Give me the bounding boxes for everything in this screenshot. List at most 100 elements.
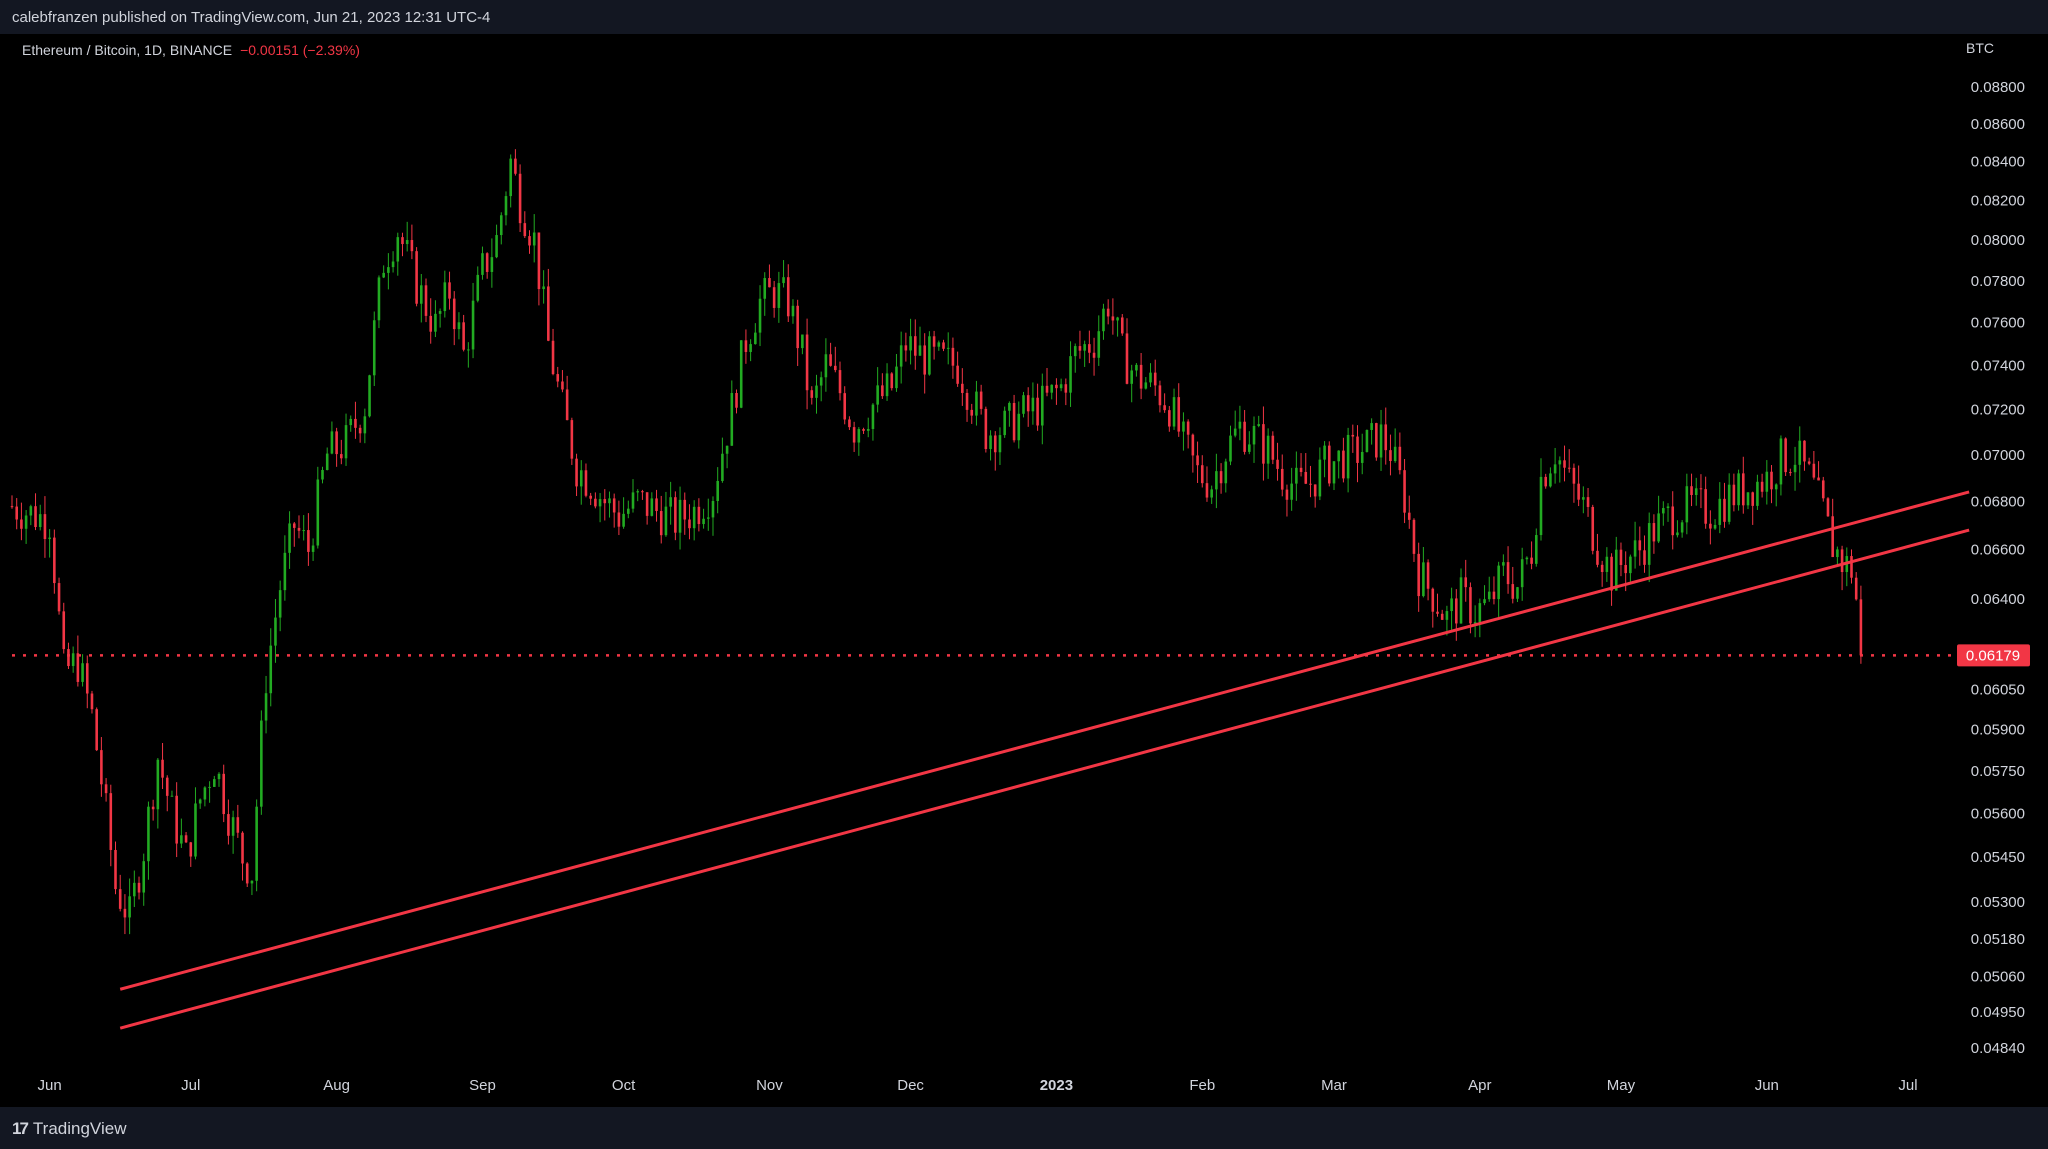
candle-body xyxy=(1586,497,1590,507)
candle-body xyxy=(100,750,103,785)
candle-body xyxy=(1017,413,1021,441)
trendline xyxy=(119,528,1970,1030)
candle-body xyxy=(857,429,861,443)
candle-body xyxy=(1671,506,1675,536)
candle-body xyxy=(1817,477,1820,481)
candle-body xyxy=(1798,440,1802,465)
candle-body xyxy=(1718,498,1722,525)
candle-body xyxy=(184,835,188,843)
candle-body xyxy=(1248,444,1251,452)
candle-body xyxy=(1233,428,1237,436)
candle-body xyxy=(1135,364,1138,371)
candle-body xyxy=(1534,535,1538,564)
candle-body xyxy=(1436,611,1439,614)
candle-body xyxy=(518,173,522,224)
candle-body xyxy=(1723,498,1726,522)
candle-body xyxy=(1417,553,1420,597)
candle-body xyxy=(1657,513,1660,542)
candle-body xyxy=(405,240,409,245)
candlestick-chart[interactable]: 0.08800 0.08600 0.08400 0.08200 0.08000 0.078… xyxy=(0,0,2048,1107)
candle-body xyxy=(448,282,451,299)
candle-body xyxy=(1045,385,1049,393)
candle-body xyxy=(1215,471,1218,490)
candle-body xyxy=(481,253,484,275)
candle-body xyxy=(584,470,588,496)
candle-body xyxy=(1690,486,1693,496)
candle-body xyxy=(292,523,296,528)
candle-body xyxy=(739,340,743,408)
candle-body xyxy=(923,345,926,375)
candle-body xyxy=(1506,562,1510,585)
candle-body xyxy=(114,849,117,890)
candle-body xyxy=(241,832,244,864)
candle-body xyxy=(542,286,545,290)
candle-body xyxy=(1629,556,1632,574)
y-axis-tick-label: 0.06050 xyxy=(1971,681,2025,698)
y-axis-tick-label: 0.08200 xyxy=(1971,192,2025,209)
candle-body xyxy=(1525,557,1529,560)
candle-body xyxy=(128,896,131,918)
tradingview-logo[interactable]: 17 TradingView xyxy=(12,1119,126,1139)
candle-body xyxy=(692,506,696,529)
candle-body xyxy=(1200,465,1204,484)
candle-body xyxy=(937,342,941,347)
candle-body xyxy=(269,645,273,694)
x-axis-tick-label: 2023 xyxy=(1040,1077,1073,1094)
candle-body xyxy=(885,373,889,397)
candle-body xyxy=(1389,450,1392,462)
candle-body xyxy=(1831,516,1834,558)
candle-body xyxy=(979,391,983,409)
candle-body xyxy=(683,499,687,520)
candle-body xyxy=(368,375,371,417)
candle-body xyxy=(650,498,654,516)
candle-body xyxy=(1088,344,1091,353)
candle-body xyxy=(1012,402,1016,441)
candle-body xyxy=(1760,481,1764,492)
candle-body xyxy=(311,545,315,552)
candle-body xyxy=(1577,483,1580,500)
candle-body xyxy=(1553,464,1557,474)
candle-body xyxy=(424,285,428,316)
candle-body xyxy=(876,385,879,405)
candle-body xyxy=(194,803,197,857)
candle-body xyxy=(142,861,146,893)
candle-body xyxy=(1219,471,1223,484)
candle-body xyxy=(1379,424,1383,458)
candle-body xyxy=(1732,484,1736,506)
candle-body xyxy=(1026,395,1030,412)
candle-body xyxy=(1069,356,1072,393)
candle-body xyxy=(1680,522,1684,533)
candle-body xyxy=(702,518,705,525)
candle-body xyxy=(495,235,498,258)
candle-body xyxy=(391,261,395,268)
trendline xyxy=(119,490,1970,991)
candle-body xyxy=(1356,436,1359,463)
candle-body xyxy=(1346,434,1350,479)
y-axis-tick-label: 0.06400 xyxy=(1971,591,2025,608)
candle-body xyxy=(1487,591,1491,600)
candle-body xyxy=(1351,434,1355,437)
candle-body xyxy=(1186,421,1190,435)
candle-body xyxy=(514,158,517,174)
candle-body xyxy=(1163,405,1166,411)
candle-body xyxy=(1139,364,1143,389)
candle-body xyxy=(420,285,423,304)
y-axis-tick-label: 0.05180 xyxy=(1971,931,2025,948)
candle-body xyxy=(1252,425,1256,445)
candle-body xyxy=(556,374,560,382)
candle-body xyxy=(1078,346,1082,351)
candle-body xyxy=(565,389,569,421)
candle-body xyxy=(1365,429,1369,452)
candle-body xyxy=(1003,410,1006,436)
candle-body xyxy=(970,409,974,416)
candle-body xyxy=(1431,588,1435,612)
candle-body xyxy=(504,196,508,216)
candle-body xyxy=(1741,473,1745,506)
candle-body xyxy=(387,267,390,273)
x-axis-tick-label: May xyxy=(1607,1077,1636,1094)
tradingview-mark-icon: 17 xyxy=(12,1119,29,1138)
candle-body xyxy=(245,863,249,884)
candle-body xyxy=(1694,488,1698,496)
candle-body xyxy=(330,431,334,454)
tradingview-brand: TradingView xyxy=(32,1119,127,1138)
